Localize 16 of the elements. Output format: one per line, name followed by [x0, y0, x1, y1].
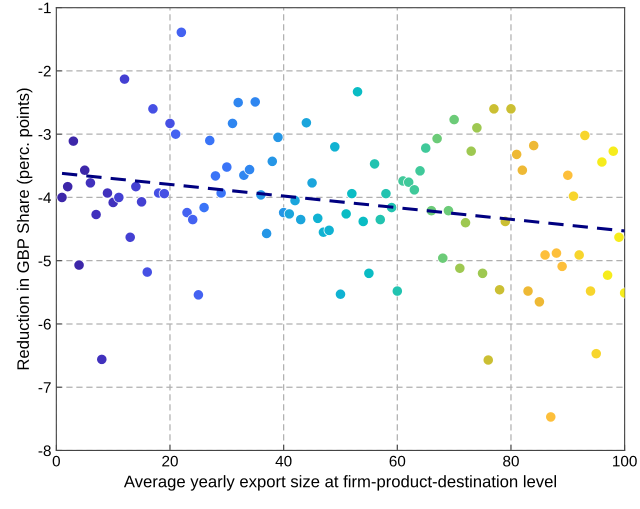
x-axis-title: Average yearly export size at firm-product-destination level	[124, 475, 556, 491]
x-tick-label: 60	[390, 456, 406, 467]
x-tick-label: 20	[162, 456, 178, 467]
y-tick-label: -7	[38, 382, 51, 393]
y-axis-title: Reduction in GBP Share (perc. points)	[16, 88, 32, 370]
x-tick-label: 40	[276, 456, 292, 467]
y-tick-label: -2	[38, 66, 51, 76]
y-tick-label: -1	[38, 2, 51, 14]
y-tick-label: -3	[38, 129, 51, 140]
y-tick-label: -4	[38, 192, 52, 203]
y-tick-label: -6	[38, 318, 51, 330]
x-tick-label: 0	[52, 456, 60, 467]
y-tick-label: -8	[38, 445, 51, 456]
y-tick-label: -5	[38, 256, 51, 266]
x-tick-label: 80	[503, 456, 519, 467]
x-tick-label: 100	[613, 456, 637, 467]
